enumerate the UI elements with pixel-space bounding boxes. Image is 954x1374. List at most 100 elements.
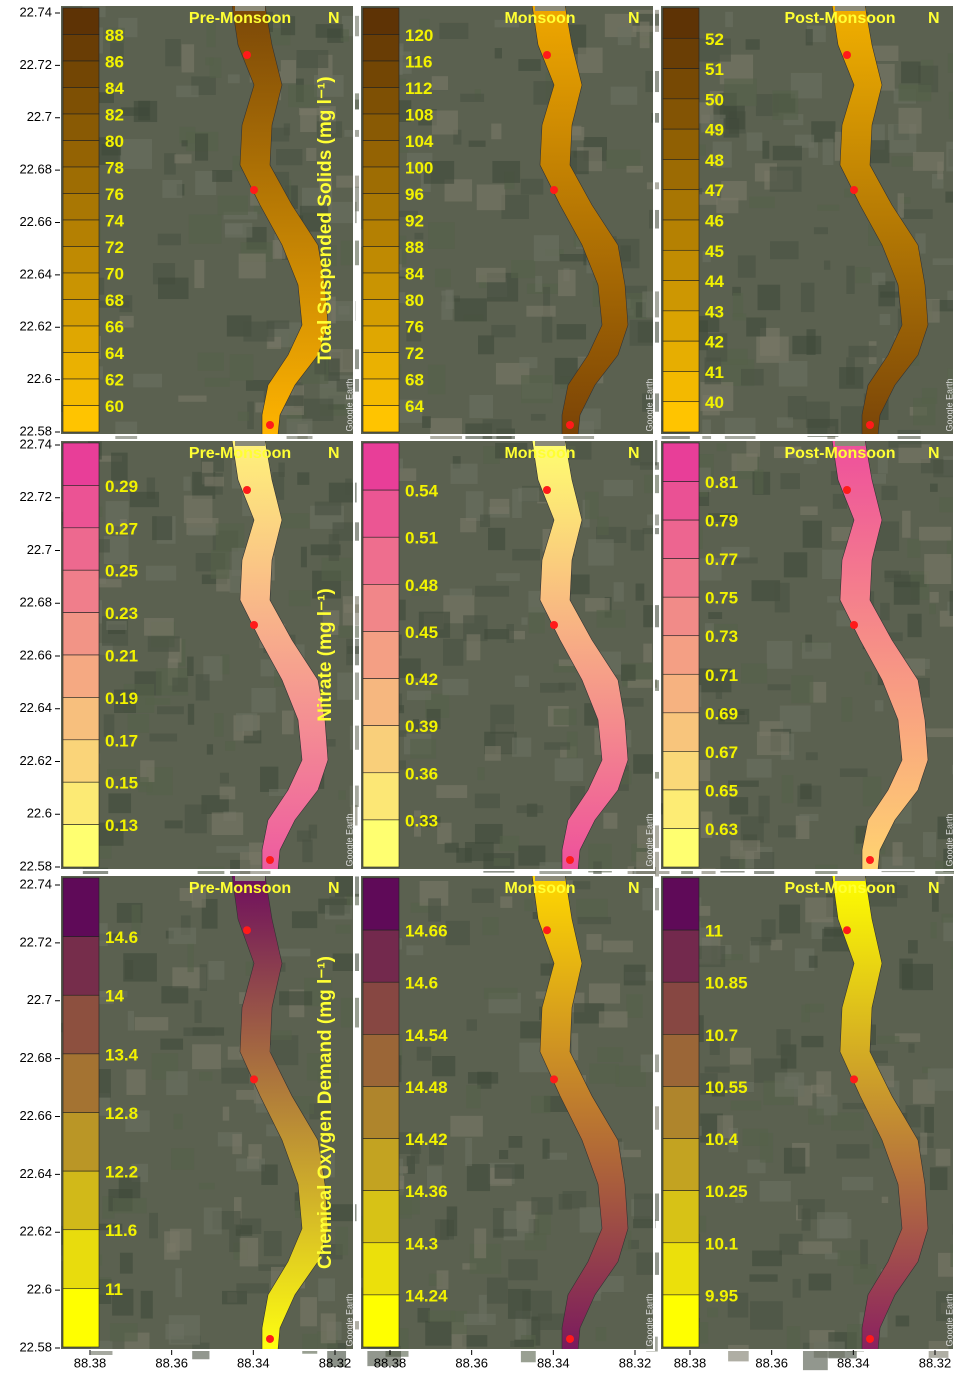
legend-swatch xyxy=(363,1295,399,1347)
legend-swatch xyxy=(363,443,399,490)
terrain-patch xyxy=(614,582,624,601)
terrain-patch xyxy=(508,1289,531,1319)
watermark: Google Earth xyxy=(344,1293,354,1346)
legend-swatch xyxy=(363,379,399,406)
terrain-patch xyxy=(220,773,229,784)
legend-label: 108 xyxy=(405,105,433,124)
terrain-patch xyxy=(199,1072,212,1081)
terrain-patch xyxy=(150,734,178,742)
terrain-patch xyxy=(506,624,514,643)
terrain-patch xyxy=(447,1206,457,1236)
terrain-patch xyxy=(880,603,889,620)
terrain-patch xyxy=(133,374,162,388)
legend-label: 45 xyxy=(705,242,724,261)
terrain-patch xyxy=(749,1274,777,1281)
terrain-patch xyxy=(767,641,793,669)
legend-swatch xyxy=(63,220,99,247)
legend-label: 48 xyxy=(705,151,724,170)
terrain-patch xyxy=(410,739,436,759)
terrain-patch xyxy=(418,1308,430,1323)
legend-swatch xyxy=(63,379,99,406)
terrain-patch xyxy=(586,934,601,950)
legend-label: 14.6 xyxy=(105,928,138,947)
y-tick-label: 22.62 xyxy=(19,319,52,334)
terrain-patch xyxy=(780,706,811,732)
terrain-patch xyxy=(495,1164,524,1178)
legend-swatch xyxy=(663,982,699,1034)
legend-label: 68 xyxy=(105,291,124,310)
terrain-patch xyxy=(731,1101,761,1111)
terrain-patch xyxy=(485,746,501,761)
terrain-patch xyxy=(770,241,798,259)
season-title: Monsoon xyxy=(504,880,575,897)
legend-swatch xyxy=(63,1113,99,1172)
terrain-patch xyxy=(223,1107,229,1121)
terrain-patch xyxy=(779,361,808,387)
legend-swatch xyxy=(363,537,399,584)
legend-label: 50 xyxy=(705,90,724,109)
sampling-point xyxy=(250,1075,258,1083)
terrain-patch xyxy=(946,142,954,172)
parameter-label: Nitrate (mg l⁻¹) xyxy=(315,588,336,722)
terrain-patch xyxy=(782,775,794,803)
terrain-patch xyxy=(880,314,891,325)
sampling-point xyxy=(850,186,858,194)
legend-label: 14.42 xyxy=(405,1130,448,1149)
legend-swatch xyxy=(63,1171,99,1230)
legend-swatch xyxy=(63,655,99,697)
legend-swatch xyxy=(363,490,399,537)
y-tick-label: 22.68 xyxy=(19,1050,52,1065)
terrain-patch xyxy=(171,1148,194,1170)
terrain-patch xyxy=(443,639,463,666)
terrain-patch xyxy=(146,698,170,705)
legend-swatch xyxy=(63,613,99,655)
terrain-patch xyxy=(846,266,854,294)
terrain-patch xyxy=(788,396,807,419)
terrain-patch xyxy=(477,767,484,780)
terrain-patch xyxy=(772,90,798,120)
terrain-patch xyxy=(279,949,310,957)
terrain-patch xyxy=(578,917,611,924)
terrain-patch xyxy=(945,192,954,203)
terrain-patch xyxy=(924,554,951,584)
terrain-patch xyxy=(199,1183,215,1190)
legend-swatch xyxy=(63,194,99,221)
y-tick-label: 22.66 xyxy=(19,647,52,662)
legend-swatch xyxy=(663,220,699,250)
legend-swatch xyxy=(63,782,99,824)
terrain-patch xyxy=(157,706,184,714)
terrain-patch xyxy=(465,1138,472,1166)
legend-label: 80 xyxy=(405,291,424,310)
terrain-patch xyxy=(531,414,546,421)
legend-swatch xyxy=(663,38,699,68)
terrain-patch xyxy=(908,614,922,637)
terrain-patch xyxy=(865,672,872,685)
terrain-patch xyxy=(597,517,608,535)
terrain-patch xyxy=(791,675,813,703)
legend-swatch xyxy=(663,1295,699,1347)
legend-label: 14.24 xyxy=(405,1286,448,1305)
terrain-patch xyxy=(838,1250,861,1266)
legend-swatch xyxy=(63,528,99,570)
legend-swatch xyxy=(63,878,99,937)
terrain-patch xyxy=(599,1011,628,1027)
y-tick-label: 22.6 xyxy=(27,1282,52,1297)
terrain-patch xyxy=(771,940,783,951)
terrain-patch xyxy=(297,831,311,842)
y-tick-label: 22.6 xyxy=(27,806,52,821)
terrain-patch xyxy=(428,1310,455,1322)
terrain-patch xyxy=(166,1071,188,1095)
terrain-patch xyxy=(631,530,644,551)
legend-label: 0.79 xyxy=(705,512,738,531)
terrain-patch xyxy=(496,573,520,581)
legend-swatch xyxy=(63,937,99,996)
terrain-patch xyxy=(174,154,191,163)
terrain-patch xyxy=(450,1116,483,1137)
map-panel: 0.810.790.770.750.730.710.690.670.650.63… xyxy=(660,440,954,892)
terrain-patch xyxy=(823,139,834,165)
sampling-point xyxy=(550,186,558,194)
season-title: Post-Monsoon xyxy=(784,445,895,462)
legend-swatch xyxy=(663,250,699,280)
legend-swatch xyxy=(363,679,399,726)
terrain-patch xyxy=(920,1133,927,1155)
